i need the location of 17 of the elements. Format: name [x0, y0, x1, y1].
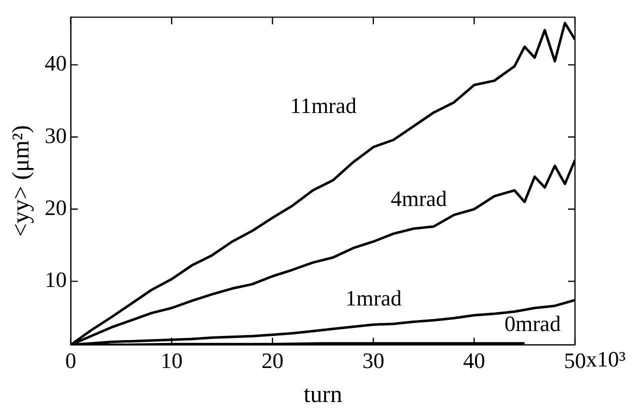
x-tick-label: 0	[65, 348, 76, 373]
series-label: 0mrad	[504, 311, 561, 336]
text: x10³	[586, 346, 626, 372]
y-tick-label: 20	[44, 194, 67, 220]
y-tick-label: 40	[44, 50, 67, 76]
y-tick-label: 10	[44, 267, 67, 292]
series-label: 11mrad	[290, 92, 357, 118]
x-tick-label: 10	[160, 348, 183, 373]
x-tick-label: 20	[261, 348, 284, 373]
x-tick-label: 50	[564, 348, 586, 373]
y-tick-label: 30	[44, 122, 67, 148]
series-label: 4mrad	[390, 186, 447, 212]
x-axis-title: turn	[304, 382, 342, 408]
x-tick-label: 30	[362, 348, 384, 373]
y-axis-title: <yy> (μm²)	[8, 125, 35, 237]
x-tick-label: 40	[463, 348, 486, 373]
series-label: 1mrad	[345, 286, 402, 311]
